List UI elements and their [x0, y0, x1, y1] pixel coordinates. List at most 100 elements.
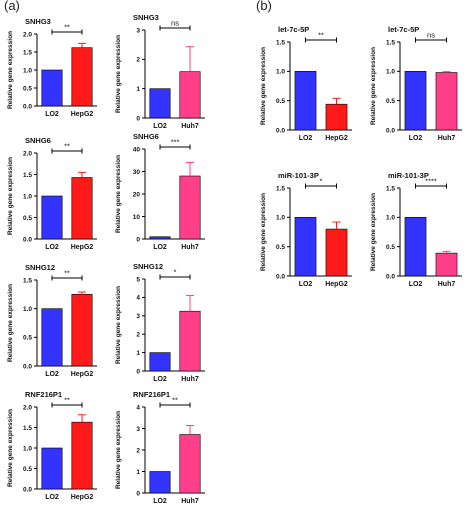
chart-2: SNHG3 Relative gene expression 0 1 2 3 LO2 Huh7…	[115, 13, 205, 130]
bar-Huh7	[435, 72, 458, 131]
x-tick-label: LO2	[45, 371, 59, 378]
y-tick-label: 1.5	[386, 39, 395, 46]
y-tick-label: 1.5	[276, 39, 285, 46]
y-tick-label: 0.0	[23, 103, 32, 110]
y-tick-label: 1.0	[386, 69, 395, 76]
x-tick-label: LO2	[153, 244, 167, 251]
y-tick-label: 3	[136, 313, 140, 320]
chart-title: RNF216P1	[25, 390, 62, 399]
chart-3: SNHG6 Relative gene expression 0.0 0.5 1.0 1.…	[7, 136, 97, 251]
x-tick-label: HepG2	[71, 494, 94, 501]
y-axis-label: Relative gene expression	[115, 411, 122, 489]
significance-label: **	[64, 269, 70, 278]
y-axis-label: Relative gene expression	[7, 409, 14, 487]
chart-title: SNHG3	[133, 13, 159, 22]
y-tick-label: 0.0	[386, 127, 395, 134]
y-tick-label: 0.5	[23, 85, 32, 92]
bar-Huh7	[179, 71, 201, 119]
y-tick-label: 0	[136, 236, 140, 243]
y-tick-label: 20	[133, 191, 141, 198]
chart-title: miR-101-3P	[388, 171, 429, 180]
chart-title: RNF216P1	[133, 390, 170, 399]
bar-LO2	[404, 71, 427, 131]
y-axis-label: Relative gene expression	[7, 31, 14, 109]
y-tick-label: 0.0	[23, 486, 32, 493]
bar-LO2	[41, 447, 63, 490]
chart-12: miR-101-3P Relative gene expression 0.0 0.5…	[370, 171, 462, 288]
y-tick-label: 1	[136, 86, 140, 93]
significance-label: ns	[171, 19, 179, 28]
chart-6: SNHG12 Relative gene expression 0 1 2 3 4 5 LO2 H…	[115, 262, 205, 383]
bar-Huh7	[179, 175, 201, 240]
y-tick-label: 1.0	[23, 445, 32, 452]
bar-LO2	[404, 217, 427, 277]
significance-label: ****	[425, 177, 437, 186]
y-tick-label: 1.0	[276, 215, 285, 222]
bar-Huh7	[435, 252, 458, 277]
bar-LO2	[149, 471, 171, 494]
bar-Huh7	[179, 434, 201, 494]
significance-label: **	[64, 142, 70, 151]
bar-LO2	[41, 308, 63, 367]
y-tick-label: 2.0	[23, 31, 32, 38]
significance-label: ns	[427, 31, 435, 40]
y-tick-label: 0.0	[276, 273, 285, 280]
x-tick-label: LO2	[153, 498, 167, 505]
bar-HepG2	[71, 177, 93, 240]
bar-LO2	[41, 69, 63, 107]
x-tick-label: LO2	[45, 494, 59, 501]
chart-title: let-7c-5P	[388, 25, 419, 34]
x-tick-label: Huh7	[181, 498, 199, 505]
chart-title: SNHG12	[25, 263, 55, 272]
x-tick-label: LO2	[409, 135, 423, 142]
y-tick-label: 0.5	[276, 244, 285, 251]
bar-HepG2	[325, 103, 348, 131]
x-tick-label: LO2	[45, 111, 59, 118]
y-tick-label: 4	[136, 404, 140, 411]
y-axis-label: Relative gene expression	[370, 193, 377, 271]
bar-LO2	[294, 217, 317, 277]
chart-10: let-7c-5P Relative gene expression 0.0 0.5 1…	[370, 25, 462, 142]
y-tick-label: 40	[133, 146, 141, 153]
x-tick-label: Huh7	[438, 135, 456, 142]
x-tick-label: LO2	[299, 135, 313, 142]
y-axis-label: Relative gene expression	[260, 193, 267, 271]
y-tick-label: 0.5	[23, 335, 32, 342]
chart-11: miR-101-3P Relative gene expression 0.0 0.5…	[260, 171, 352, 288]
y-tick-label: 0.0	[276, 127, 285, 134]
x-tick-label: Huh7	[181, 244, 199, 251]
y-tick-label: 3	[136, 27, 140, 34]
y-axis-label: Relative gene expression	[370, 47, 377, 125]
significance-label: *	[320, 177, 323, 186]
chart-7: RNF216P1 Relative gene expression 0.0 0.5 1.…	[7, 390, 97, 501]
significance-label: **	[64, 396, 70, 405]
y-axis-label: Relative gene expression	[7, 157, 14, 235]
y-tick-label: 0.0	[386, 273, 395, 280]
y-tick-label: 1.0	[23, 193, 32, 200]
chart-8: RNF216P1 Relative gene expression 0 1 2 3 4 LO2…	[115, 390, 205, 505]
chart-title: SNHG12	[133, 262, 163, 271]
chart-9: let-7c-5P Relative gene expression 0.0 0.5 1…	[260, 25, 352, 142]
chart-1: SNHG3 Relative gene expression 0.0 0.5 1.0 1.…	[7, 17, 97, 118]
y-tick-label: 0.5	[386, 244, 395, 251]
significance-label: *	[174, 268, 177, 277]
y-axis-label: Relative gene expression	[260, 47, 267, 125]
x-tick-label: Huh7	[181, 123, 199, 130]
y-tick-label: 2.0	[23, 404, 32, 411]
y-tick-label: 1.5	[386, 185, 395, 192]
chart-4: SNHG6 Relative gene expression 0 10 20 30 40 LO…	[115, 132, 205, 251]
y-tick-label: 1	[136, 469, 140, 476]
chart-title: SNHG3	[25, 17, 51, 26]
y-tick-label: 1	[136, 350, 140, 357]
bar-HepG2	[325, 228, 348, 277]
significance-label: **	[64, 23, 70, 32]
chart-title: SNHG6	[25, 136, 51, 145]
x-tick-label: HepG2	[325, 281, 348, 288]
y-tick-label: 0.5	[23, 466, 32, 473]
y-tick-label: 0	[136, 115, 140, 122]
y-tick-label: 4	[136, 295, 140, 302]
y-tick-label: 1.0	[23, 67, 32, 74]
bar-LO2	[149, 88, 171, 119]
